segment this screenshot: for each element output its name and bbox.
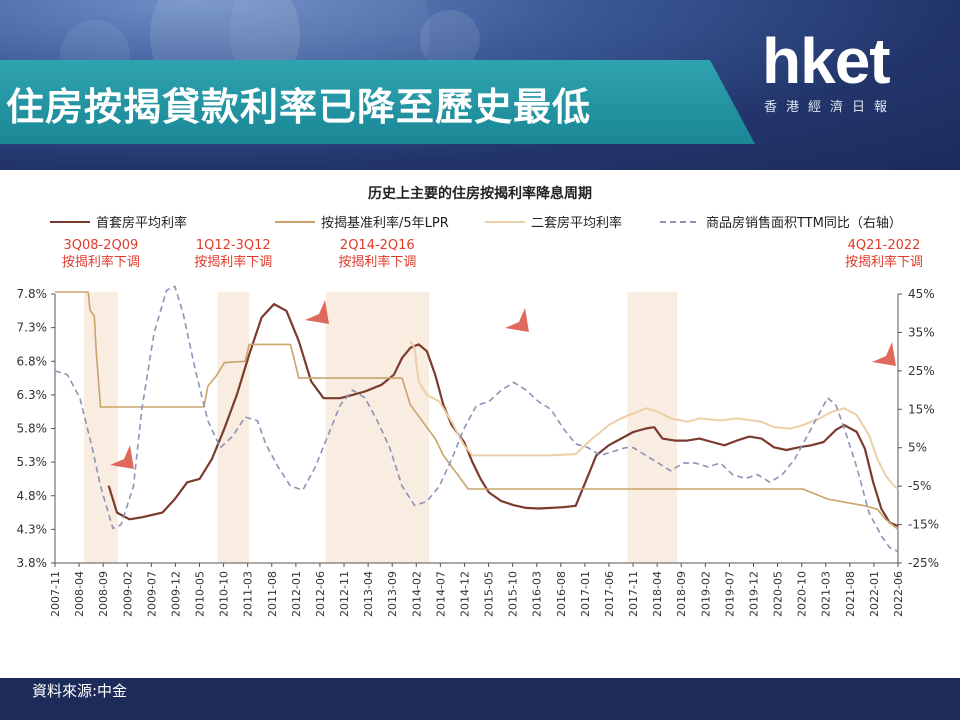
x-tick-label: 2016-03 — [531, 571, 544, 617]
legend-label: 按揭基准利率/5年LPR — [321, 215, 449, 231]
x-tick-label: 2022-01 — [868, 571, 881, 617]
right-tick-label: 45% — [908, 287, 935, 301]
period-sublabel: 按揭利率下调 — [845, 254, 923, 270]
shaded-period — [217, 292, 250, 563]
x-tick-label: 2017-11 — [627, 571, 640, 617]
period-label: 2Q14-2Q16 — [340, 238, 415, 253]
left-tick-label: 4.3% — [17, 522, 48, 536]
series-line — [54, 285, 899, 553]
x-tick-label: 2017-06 — [603, 571, 616, 617]
down-arrow-icon — [497, 300, 529, 332]
right-tick-label: 25% — [908, 364, 935, 378]
x-tick-label: 2022-06 — [892, 571, 905, 617]
x-tick-label: 2014-02 — [410, 571, 423, 617]
x-tick-label: 2014-07 — [434, 571, 447, 617]
period-label: 3Q08-2Q09 — [63, 238, 138, 253]
x-tick-label: 2012-06 — [314, 571, 327, 617]
period-sublabel: 按揭利率下调 — [62, 254, 140, 270]
period-sublabel: 按揭利率下调 — [338, 254, 416, 270]
period-sublabel: 按揭利率下调 — [194, 254, 272, 270]
down-arrow-icon — [864, 334, 896, 366]
chart-title: 历史上主要的住房按揭利率降息周期 — [368, 185, 592, 202]
right-tick-label: -25% — [908, 556, 939, 570]
right-tick-label: -15% — [908, 518, 939, 532]
x-tick-label: 2018-09 — [675, 571, 688, 617]
source-note: 資料來源:中金 — [32, 682, 128, 700]
down-arrow-icon — [297, 292, 329, 324]
left-tick-label: 6.8% — [17, 354, 48, 368]
hket-logo: hket — [762, 25, 891, 97]
x-tick-label: 2017-01 — [579, 571, 592, 617]
x-tick-label: 2016-08 — [555, 571, 568, 617]
x-tick-label: 2011-03 — [242, 571, 255, 617]
chart-panel: 3.8% 4.3% 4.8% 5.3% 5.8% 6.3% 6.8% 7.3% 7.8% -25%… — [0, 170, 960, 678]
x-tick-label: 2012-11 — [338, 571, 351, 617]
legend-label: 首套房平均利率 — [96, 215, 187, 231]
left-tick-label: 5.3% — [17, 455, 48, 469]
down-arrow-icon — [102, 437, 134, 469]
x-tick-label: 2007-11 — [49, 571, 62, 617]
hket-logo-subtitle: 香港經濟日報 — [764, 100, 897, 115]
left-tick-label: 4.8% — [17, 489, 48, 503]
mortgage-rate-chart: 3.8% 4.3% 4.8% 5.3% 5.8% 6.3% 6.8% 7.3% 7.8% -25%… — [17, 185, 940, 617]
period-label: 4Q21-2022 — [848, 238, 921, 253]
legend-label: 商品房销售面积TTM同比（右轴） — [706, 215, 902, 231]
right-tick-label: -5% — [908, 479, 931, 493]
x-tick-label: 2019-12 — [747, 571, 760, 617]
right-tick-label: 5% — [908, 441, 927, 455]
x-tick-label: 2010-05 — [194, 571, 207, 617]
x-tick-label: 2011-08 — [266, 571, 279, 617]
shaded-period — [325, 292, 429, 563]
x-tick-label: 2013-04 — [362, 571, 375, 617]
left-tick-label: 6.3% — [17, 388, 48, 402]
right-tick-label: 15% — [908, 402, 935, 416]
left-tick-label: 3.8% — [17, 556, 48, 570]
x-tick-label: 2009-02 — [121, 571, 134, 617]
x-tick-label: 2013-09 — [386, 571, 399, 617]
x-tick-label: 2015-05 — [483, 571, 496, 617]
title-ribbon — [0, 60, 755, 144]
x-tick-label: 2008-04 — [73, 571, 86, 617]
x-tick-label: 2020-10 — [796, 571, 809, 617]
shaded-period — [83, 292, 118, 563]
series-line — [55, 291, 899, 531]
x-tick-label: 2019-07 — [723, 571, 736, 617]
footer-bar — [0, 678, 960, 720]
x-tick-label: 2012-01 — [290, 571, 303, 617]
left-tick-label: 5.8% — [17, 422, 48, 436]
x-tick-label: 2008-09 — [97, 571, 110, 617]
x-tick-label: 2010-10 — [218, 571, 231, 617]
x-tick-label: 2009-07 — [145, 571, 158, 617]
left-tick-label: 7.8% — [17, 287, 48, 301]
page-title: 住房按揭貸款利率已降至歷史最低 — [6, 85, 592, 129]
left-tick-label: 7.3% — [17, 321, 48, 335]
x-tick-label: 2018-04 — [651, 571, 664, 617]
period-label: 1Q12-3Q12 — [196, 238, 271, 253]
x-tick-label: 2021-03 — [820, 571, 833, 617]
x-tick-label: 2021-08 — [844, 571, 857, 617]
x-tick-label: 2014-12 — [458, 571, 471, 617]
x-tick-label: 2009-12 — [169, 571, 182, 617]
x-tick-label: 2020-05 — [772, 571, 785, 617]
legend-label: 二套房平均利率 — [531, 215, 622, 231]
series-line — [107, 303, 899, 528]
right-tick-label: 35% — [908, 325, 935, 339]
x-tick-label: 2015-10 — [507, 571, 520, 617]
x-tick-label: 2019-02 — [699, 571, 712, 617]
